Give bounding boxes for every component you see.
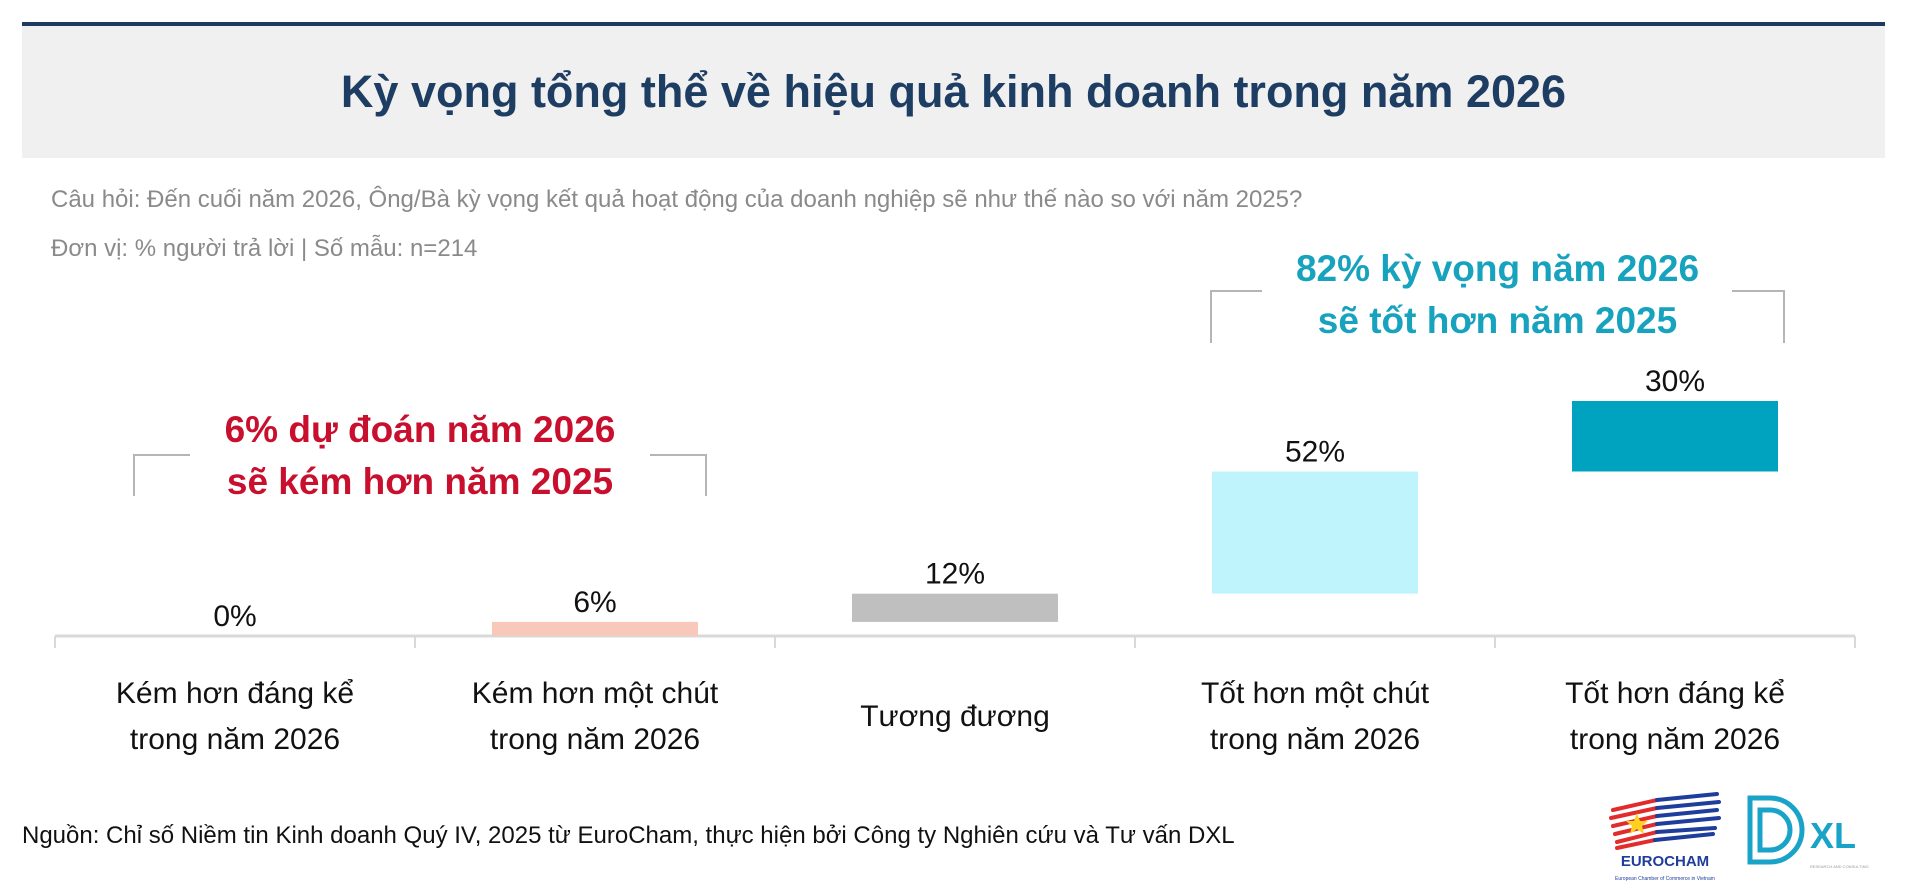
bar: [1572, 401, 1778, 472]
category-label-line: Tốt hơn đáng kể: [1565, 677, 1785, 710]
category-label: Tương đương: [775, 694, 1135, 740]
question-text: Câu hỏi: Đến cuối năm 2026, Ông/Bà kỳ vọ…: [51, 186, 1303, 213]
data-label: 30%: [1645, 365, 1705, 398]
positive-annotation-line2: sẽ tốt hơn năm 2025: [1317, 300, 1678, 341]
data-label: 0%: [213, 600, 256, 633]
dxl-d-mark: [1747, 795, 1805, 865]
dxl-tagline: RESEARCH AND CONSULTING: [1810, 864, 1869, 869]
category-label: Kém hơn đáng kể trong năm 2026: [55, 671, 415, 763]
eurocham-tagline: European Chamber of Commerce in Vietnam: [1615, 876, 1715, 882]
negative-annotation-line1: 6% dự đoán năm 2026: [224, 409, 616, 450]
data-label: 12%: [925, 558, 985, 591]
title-banner: Kỳ vọng tổng thể về hiệu quả kinh doanh …: [22, 22, 1885, 158]
positive-annotation-line1: 82% kỳ vọng năm 2026: [1295, 248, 1700, 289]
eurocham-wordmark: EUROCHAM: [1621, 853, 1709, 870]
category-label-line: trong năm 2026: [1569, 723, 1781, 756]
category-label-line: trong năm 2026: [129, 723, 341, 756]
category-label: Tốt hơn một chút trong năm 2026: [1135, 671, 1495, 763]
bar: [1212, 471, 1418, 594]
positive-annotation: 82% kỳ vọng năm 2026 sẽ tốt hơn năm 2025: [1210, 243, 1785, 347]
category-label-line: trong năm 2026: [489, 723, 701, 756]
bar: [492, 621, 698, 636]
negative-annotation: 6% dự đoán năm 2026 sẽ kém hơn năm 2025: [133, 404, 707, 508]
category-label-line: Kém hơn một chút: [471, 677, 719, 710]
bracket-gap: [1262, 278, 1732, 308]
bar: [852, 593, 1058, 622]
eurocham-logo: EUROCHAM European Chamber of Commerce in…: [1609, 792, 1869, 882]
bracket-gap: [190, 440, 650, 470]
category-label: Kém hơn một chút trong năm 2026: [415, 671, 775, 763]
category-label-line: Tương đương: [860, 700, 1050, 733]
category-label-line: trong năm 2026: [1209, 723, 1421, 756]
data-label: 52%: [1285, 436, 1345, 469]
source-note: Nguồn: Chỉ số Niềm tin Kinh doanh Quý IV…: [22, 822, 1235, 849]
negative-annotation-line2: sẽ kém hơn năm 2025: [226, 461, 614, 502]
dxl-wordmark: XL: [1810, 815, 1856, 856]
data-label: 6%: [573, 586, 616, 619]
category-label-line: Kém hơn đáng kể: [115, 677, 355, 710]
page-title: Kỳ vọng tổng thể về hiệu quả kinh doanh …: [340, 66, 1567, 117]
unit-text: Đơn vị: % người trả lời | Số mẫu: n=214: [51, 235, 478, 262]
category-label: Tốt hơn đáng kể trong năm 2026: [1495, 671, 1855, 763]
category-label-line: Tốt hơn một chút: [1200, 677, 1430, 710]
